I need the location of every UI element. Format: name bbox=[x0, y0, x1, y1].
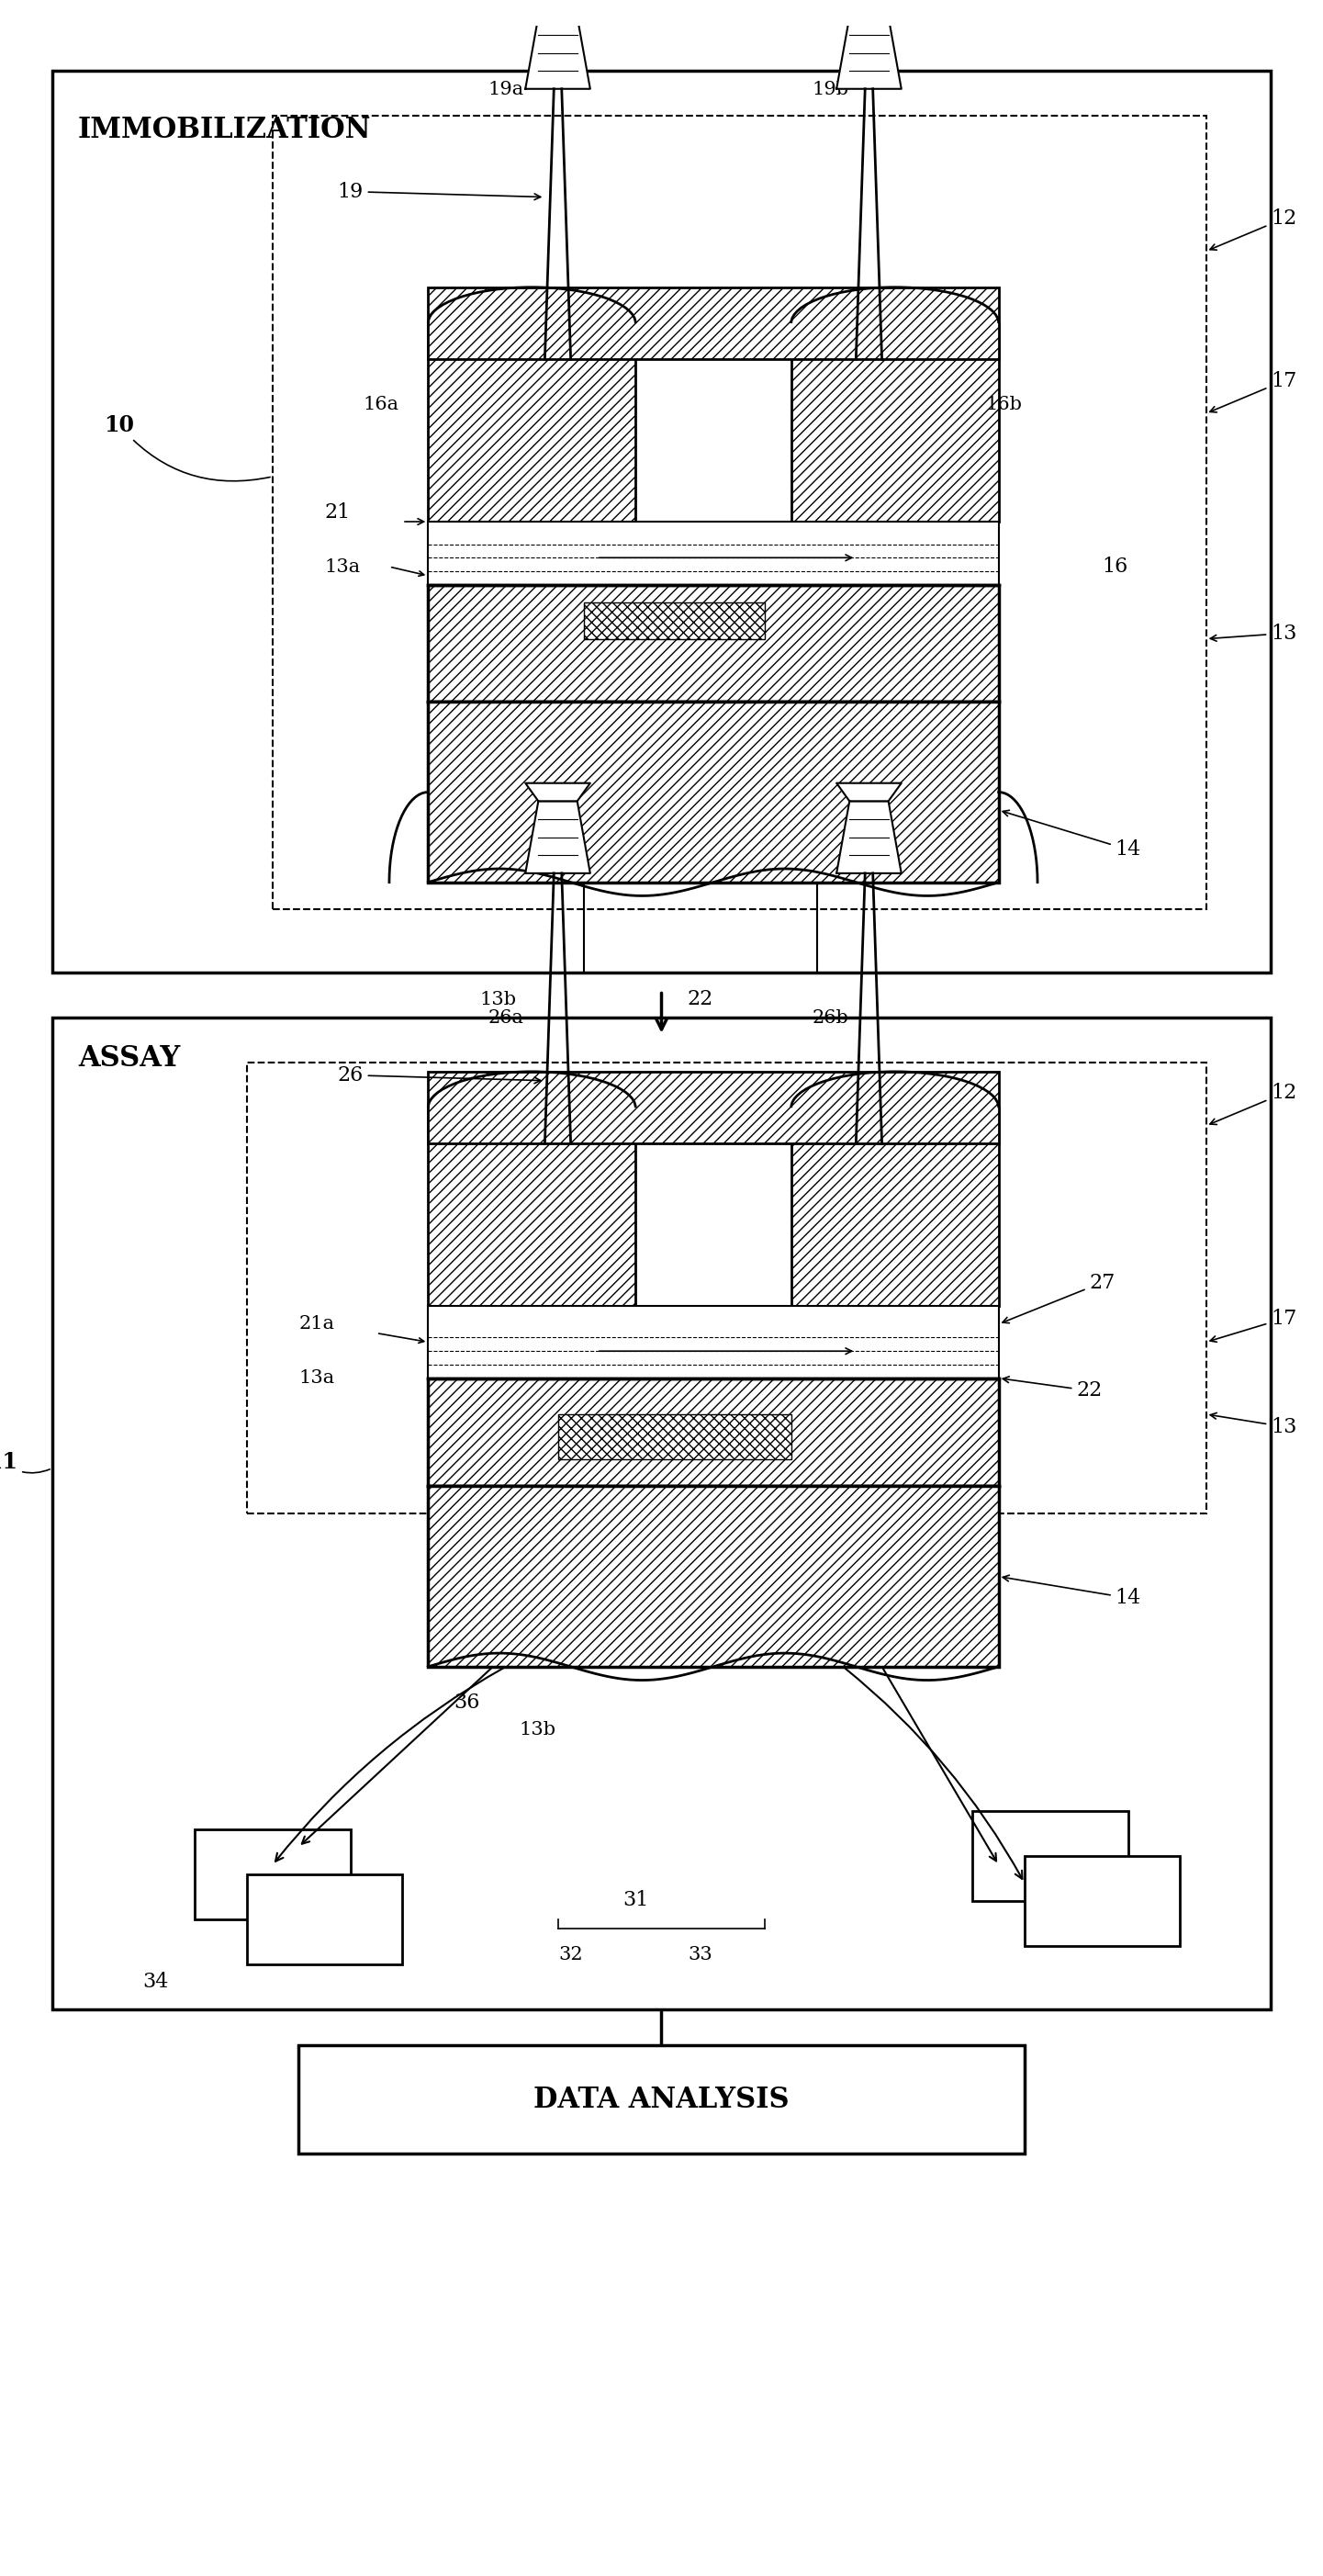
Bar bbox=[972, 1811, 1129, 1901]
Bar bbox=[429, 523, 999, 585]
Polygon shape bbox=[836, 783, 901, 801]
Bar bbox=[246, 1875, 402, 1963]
Text: 17: 17 bbox=[1211, 1309, 1297, 1342]
Bar bbox=[429, 322, 635, 520]
Text: 33: 33 bbox=[688, 1947, 713, 1963]
Text: 13a: 13a bbox=[299, 1370, 335, 1386]
Text: 27: 27 bbox=[1003, 1273, 1115, 1324]
Bar bbox=[429, 1306, 999, 1378]
Bar bbox=[429, 1108, 635, 1306]
Text: 13a: 13a bbox=[324, 559, 360, 574]
Text: 31: 31 bbox=[623, 1891, 648, 1911]
Text: 19b: 19b bbox=[812, 80, 848, 98]
Text: 21a: 21a bbox=[299, 1316, 335, 1332]
Text: 22: 22 bbox=[1003, 1376, 1102, 1401]
Text: DATA ANALYSIS: DATA ANALYSIS bbox=[533, 2084, 790, 2115]
Text: 19a: 19a bbox=[488, 80, 524, 98]
Text: 14: 14 bbox=[1003, 811, 1142, 860]
Bar bbox=[429, 289, 999, 361]
Text: 10: 10 bbox=[105, 415, 270, 482]
Text: 26a: 26a bbox=[488, 1010, 524, 1028]
Text: 17: 17 bbox=[1211, 371, 1297, 412]
Polygon shape bbox=[525, 0, 590, 18]
Text: 14: 14 bbox=[1003, 1574, 1142, 1607]
Text: 22: 22 bbox=[688, 989, 713, 1010]
Text: 13: 13 bbox=[1211, 1412, 1297, 1437]
Text: 13: 13 bbox=[1211, 623, 1297, 644]
Bar bbox=[583, 603, 765, 639]
Text: 16b: 16b bbox=[986, 397, 1023, 412]
Text: 36: 36 bbox=[454, 1692, 480, 1713]
Bar bbox=[52, 1018, 1271, 2009]
Text: 19: 19 bbox=[337, 180, 541, 201]
Text: 21: 21 bbox=[324, 502, 351, 523]
Text: ASSAY: ASSAY bbox=[78, 1046, 180, 1074]
Text: 13b: 13b bbox=[519, 1721, 556, 1739]
Text: 32: 32 bbox=[558, 1947, 583, 1963]
Bar bbox=[246, 1064, 1207, 1515]
Polygon shape bbox=[836, 801, 901, 873]
Bar bbox=[791, 1108, 999, 1306]
Bar bbox=[429, 1486, 999, 1667]
Bar bbox=[1024, 1855, 1180, 1947]
Polygon shape bbox=[525, 783, 590, 801]
Polygon shape bbox=[525, 801, 590, 873]
Bar bbox=[194, 1829, 351, 1919]
Bar bbox=[791, 322, 999, 520]
Text: 12: 12 bbox=[1211, 209, 1297, 250]
Bar bbox=[52, 72, 1271, 974]
Bar bbox=[299, 2045, 1024, 2154]
Text: 13b: 13b bbox=[480, 992, 517, 1007]
Text: 26b: 26b bbox=[812, 1010, 848, 1028]
Text: 16a: 16a bbox=[364, 397, 400, 412]
Text: IMMOBILIZATION: IMMOBILIZATION bbox=[78, 116, 372, 144]
Text: 12: 12 bbox=[1211, 1082, 1297, 1126]
Text: 34: 34 bbox=[143, 1973, 169, 1991]
Bar bbox=[429, 1072, 999, 1144]
Polygon shape bbox=[525, 18, 590, 90]
Bar bbox=[429, 703, 999, 884]
Text: 11: 11 bbox=[0, 1450, 50, 1473]
Text: 16: 16 bbox=[1102, 556, 1129, 577]
Bar bbox=[558, 1414, 791, 1461]
Polygon shape bbox=[836, 0, 901, 18]
Polygon shape bbox=[836, 18, 901, 90]
Bar bbox=[429, 1378, 999, 1486]
Bar bbox=[429, 585, 999, 703]
Bar bbox=[273, 116, 1207, 909]
Text: 26: 26 bbox=[337, 1064, 541, 1084]
